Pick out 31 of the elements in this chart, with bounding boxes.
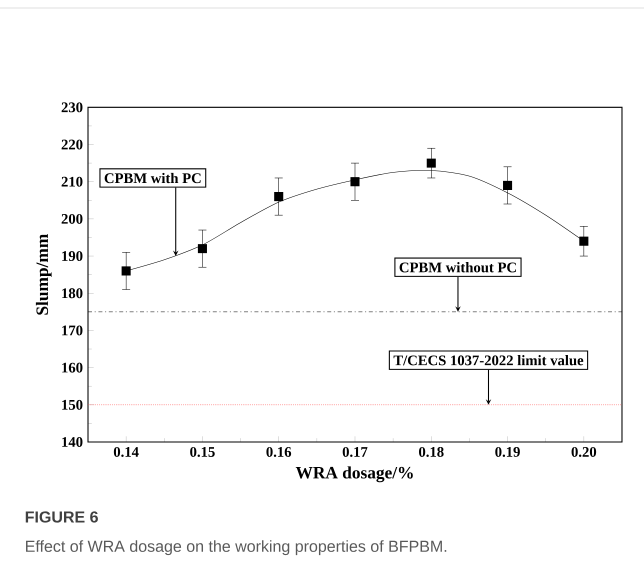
point: [122, 266, 131, 276]
point: [274, 192, 284, 202]
point: [579, 236, 588, 246]
y-tick-label: 170: [62, 325, 82, 336]
x-tick-label: 0.20: [572, 446, 596, 457]
y-tick-label: 180: [62, 288, 82, 298]
y-tick-label: 210: [62, 176, 82, 187]
y-tick-label: 140: [62, 437, 82, 447]
text: Effect of WRA dosage on the working properties of BFPBM.: [26, 540, 446, 556]
x-tick-label: 0.19: [495, 446, 520, 457]
x-tick-label: 0.14: [114, 446, 139, 457]
y-axis-title: Slump/mm: [36, 234, 52, 315]
point: [503, 180, 512, 190]
point: [350, 177, 360, 186]
y-tick-label: 220: [62, 140, 82, 150]
point: [426, 158, 436, 168]
y-tick-label: 150: [62, 400, 82, 410]
x-tick-label: 0.18: [419, 446, 444, 457]
x-tick-label: 0.15: [190, 446, 215, 457]
y-tick-label: 190: [62, 251, 82, 262]
caption: FIGURE 6: [26, 511, 98, 523]
x-tick-label: 0.17: [342, 446, 368, 457]
point: [198, 244, 207, 254]
x-tick-label: 0.16: [266, 446, 292, 457]
y-tick-label: 230: [62, 102, 82, 112]
y-tick-label: 200: [62, 214, 82, 224]
y-tick-label: 160: [62, 362, 82, 373]
annotation: CPBM with PC: [104, 172, 201, 184]
ref-line-label: CPBM without PC: [400, 262, 516, 272]
x-axis-title: WRA dosage/%: [296, 466, 413, 482]
ref-line-label: T/CECS 1037-2022 limit value: [394, 355, 584, 366]
